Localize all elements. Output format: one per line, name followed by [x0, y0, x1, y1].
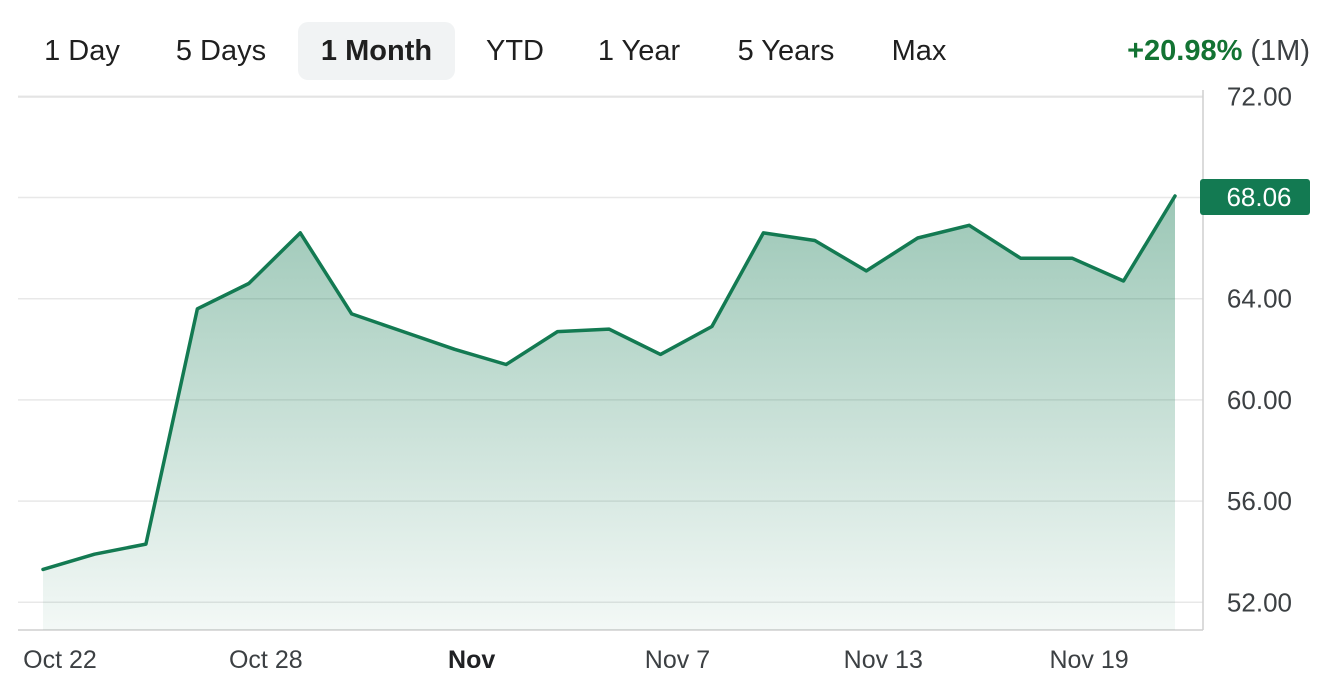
data-point [504, 362, 508, 366]
x-tick-label: Nov [448, 646, 495, 674]
y-tick-label: 60.00 [1227, 385, 1292, 415]
data-point [761, 231, 765, 235]
data-point [144, 542, 148, 546]
data-point [401, 330, 405, 334]
data-point [813, 239, 817, 243]
tab-1-day[interactable]: 1 Day [44, 35, 120, 67]
data-point [864, 269, 868, 273]
tab-5-years[interactable]: 5 Years [737, 35, 835, 67]
y-tick-label: 64.00 [1227, 284, 1292, 314]
x-tick-label: Nov 7 [645, 646, 710, 674]
x-tick-label: Nov 19 [1049, 646, 1128, 674]
data-point [710, 325, 714, 329]
range-toolbar: 1 Day 5 Days 1 Month YTD 1 Year 5 Years … [0, 0, 1332, 92]
data-point [1019, 256, 1023, 260]
data-point [298, 231, 302, 235]
data-point [916, 236, 920, 240]
data-point [1070, 256, 1074, 260]
tab-max[interactable]: Max [891, 35, 947, 67]
change-period: (1M) [1250, 35, 1310, 67]
x-tick-label: Oct 22 [23, 646, 97, 674]
data-point [247, 282, 251, 286]
price-line [41, 194, 1177, 572]
current-value-label: 68.06 [1226, 182, 1291, 212]
data-point [41, 567, 45, 571]
data-point [350, 312, 354, 316]
data-point [607, 327, 611, 331]
data-point [967, 223, 971, 227]
data-point [556, 330, 560, 334]
y-axis-ticks: 52.00 56.00 60.00 64.00 72.00 [1227, 81, 1292, 617]
data-point [658, 352, 662, 356]
y-tick-label: 72.00 [1227, 81, 1292, 111]
y-tick-label: 52.00 [1227, 587, 1292, 617]
tab-5-days[interactable]: 5 Days [175, 35, 267, 67]
x-tick-label: Oct 28 [229, 646, 303, 674]
tab-ytd[interactable]: YTD [486, 35, 544, 67]
price-area [43, 196, 1175, 630]
data-point [1122, 279, 1126, 283]
tab-1-month[interactable]: 1 Month [298, 22, 455, 80]
data-point [453, 347, 457, 351]
x-axis-ticks: Oct 22 Oct 28 Nov Nov 7 Nov 13 Nov 19 [23, 646, 1129, 674]
current-value-badge: 68.06 [1200, 179, 1310, 215]
price-change: +20.98% (1M) [1127, 22, 1310, 80]
x-tick-label: Nov 13 [844, 646, 923, 674]
tab-1-year[interactable]: 1 Year [597, 35, 681, 67]
data-point [92, 552, 96, 556]
y-tick-label: 56.00 [1227, 486, 1292, 516]
data-point [195, 307, 199, 311]
data-point [1173, 194, 1177, 198]
change-percent: +20.98% [1127, 35, 1243, 67]
current-value-badge-bg [1200, 179, 1310, 215]
